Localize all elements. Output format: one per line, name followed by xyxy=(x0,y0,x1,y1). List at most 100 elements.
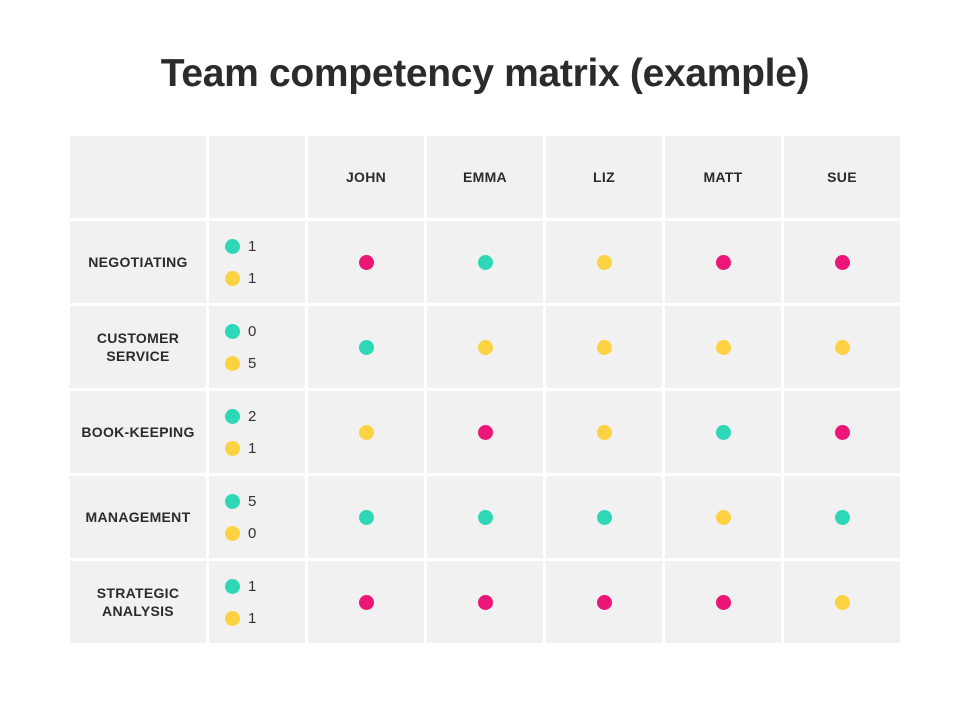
competency-dot-yellow xyxy=(834,594,850,610)
row-label: MANAGEMENT xyxy=(85,509,191,525)
row-label: CUSTOMER SERVICE xyxy=(96,330,180,364)
yellow-count-value: 1 xyxy=(248,439,257,457)
yellow-count-value: 5 xyxy=(248,354,257,372)
column-header-matt: MATT xyxy=(665,136,781,218)
matrix-cell xyxy=(784,476,900,558)
matrix-cell xyxy=(546,476,662,558)
competency-dot-teal xyxy=(358,509,374,525)
matrix-cell xyxy=(665,221,781,303)
matrix-cell xyxy=(546,221,662,303)
teal-count-row: 2 xyxy=(225,400,257,432)
matrix-cell xyxy=(308,306,424,388)
matrix-cell xyxy=(308,476,424,558)
teal-count-dot xyxy=(225,238,240,254)
corner-cell xyxy=(70,136,206,218)
page-title: Team competency matrix (example) xyxy=(160,52,810,95)
teal-count-row: 1 xyxy=(225,230,257,262)
competency-dot-yellow xyxy=(358,424,374,440)
row-label-cell: BOOK-KEEPING xyxy=(70,391,206,473)
matrix-cell xyxy=(308,221,424,303)
competency-dot-pink xyxy=(358,254,374,270)
teal-count-dot xyxy=(225,493,240,509)
yellow-count-dot xyxy=(225,525,240,541)
competency-dot-pink xyxy=(834,424,850,440)
row-label-cell: CUSTOMER SERVICE xyxy=(70,306,206,388)
competency-dot-pink xyxy=(834,254,850,270)
yellow-count-dot xyxy=(225,440,240,456)
yellow-count-row: 1 xyxy=(225,432,257,464)
matrix-cell xyxy=(665,391,781,473)
yellow-count-dot xyxy=(225,270,240,286)
teal-count-row: 1 xyxy=(225,570,257,602)
row-label: STRATEGIC ANALYSIS xyxy=(96,585,180,619)
competency-dot-pink xyxy=(715,594,731,610)
competency-dot-yellow xyxy=(596,254,612,270)
yellow-count-value: 0 xyxy=(248,524,257,542)
competency-dot-teal xyxy=(477,509,493,525)
matrix-cell xyxy=(427,476,543,558)
competency-dot-pink xyxy=(477,594,493,610)
competency-dot-yellow xyxy=(596,339,612,355)
teal-count-value: 1 xyxy=(248,237,257,255)
matrix-cell xyxy=(546,391,662,473)
teal-count-value: 0 xyxy=(248,322,257,340)
yellow-count-value: 1 xyxy=(248,609,257,627)
yellow-count-dot xyxy=(225,355,240,371)
competency-dot-pink xyxy=(358,594,374,610)
matrix-cell xyxy=(427,561,543,643)
competency-dot-teal xyxy=(477,254,493,270)
matrix-cell xyxy=(546,306,662,388)
matrix-cell xyxy=(784,221,900,303)
competency-dot-yellow xyxy=(715,339,731,355)
teal-count-value: 1 xyxy=(248,577,257,595)
teal-count-dot xyxy=(225,578,240,594)
column-header-liz: LIZ xyxy=(546,136,662,218)
matrix-cell xyxy=(546,561,662,643)
matrix-cell xyxy=(784,391,900,473)
yellow-count-row: 0 xyxy=(225,517,257,549)
competency-dot-yellow xyxy=(477,339,493,355)
teal-count-row: 0 xyxy=(225,315,257,347)
counts-header-cell xyxy=(209,136,305,218)
matrix-cell xyxy=(308,391,424,473)
column-header-sue: SUE xyxy=(784,136,900,218)
teal-count-row: 5 xyxy=(225,485,257,517)
competency-dot-teal xyxy=(596,509,612,525)
row-label-cell: STRATEGIC ANALYSIS xyxy=(70,561,206,643)
column-header-john: JOHN xyxy=(308,136,424,218)
yellow-count-value: 1 xyxy=(248,269,257,287)
yellow-count-row: 1 xyxy=(225,602,257,634)
matrix-cell xyxy=(427,306,543,388)
teal-count-dot xyxy=(225,408,240,424)
teal-count-value: 2 xyxy=(248,407,257,425)
competency-dot-pink xyxy=(477,424,493,440)
competency-dot-yellow xyxy=(834,339,850,355)
competency-dot-teal xyxy=(834,509,850,525)
teal-count-dot xyxy=(225,323,240,339)
competency-dot-yellow xyxy=(715,509,731,525)
competency-dot-pink xyxy=(715,254,731,270)
row-label: NEGOTIATING xyxy=(88,254,188,270)
competency-dot-teal xyxy=(358,339,374,355)
yellow-count-row: 5 xyxy=(225,347,257,379)
matrix-cell xyxy=(784,561,900,643)
matrix-cell xyxy=(427,221,543,303)
row-label-cell: MANAGEMENT xyxy=(70,476,206,558)
matrix-cell xyxy=(665,476,781,558)
yellow-count-row: 1 xyxy=(225,262,257,294)
competency-dot-pink xyxy=(596,594,612,610)
yellow-count-dot xyxy=(225,610,240,626)
row-label-cell: NEGOTIATING xyxy=(70,221,206,303)
teal-count-value: 5 xyxy=(248,492,257,510)
matrix-cell xyxy=(427,391,543,473)
competency-matrix: JOHN EMMA LIZ MATT SUE NEGOTIATING 1 1 CUST… xyxy=(70,136,900,643)
column-header-emma: EMMA xyxy=(427,136,543,218)
competency-dot-teal xyxy=(715,424,731,440)
matrix-cell xyxy=(308,561,424,643)
row-label: BOOK-KEEPING xyxy=(81,424,195,440)
matrix-cell xyxy=(784,306,900,388)
